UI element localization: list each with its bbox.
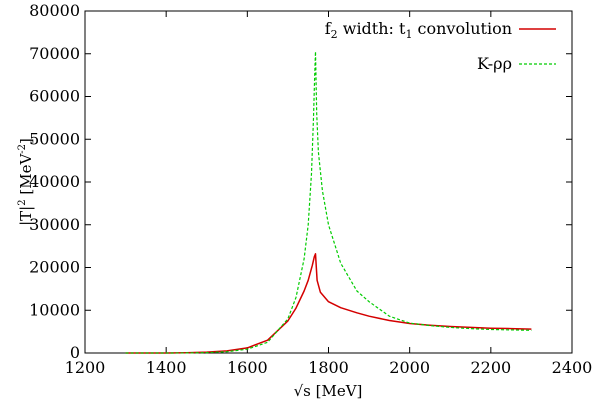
y-tick-label: 10000 xyxy=(29,300,80,319)
x-tick-label: 2200 xyxy=(470,358,511,377)
y-tick-label: 60000 xyxy=(29,87,80,106)
legend: f2 width: t1 convolution K-ρρ xyxy=(325,19,556,73)
x-tick-label: 2000 xyxy=(389,358,430,377)
x-tick-label: 1600 xyxy=(227,358,268,377)
y-tick-label: 50000 xyxy=(29,129,80,148)
y-tick-label: 30000 xyxy=(29,215,80,234)
x-tick-label: 1200 xyxy=(65,358,106,377)
x-tick-label: 1400 xyxy=(146,358,187,377)
series-line-f2-width xyxy=(125,253,532,354)
y-tick-label: 70000 xyxy=(29,44,80,63)
y-tick-label: 80000 xyxy=(29,1,80,20)
series-layer xyxy=(125,50,532,354)
x-tick-label: 2400 xyxy=(552,358,593,377)
series-line-k-rho-rho xyxy=(125,50,532,354)
y-tick-label: 40000 xyxy=(29,172,80,191)
y-tick-label: 0 xyxy=(70,343,80,362)
x-tick-label: 1800 xyxy=(308,358,349,377)
legend-label-f2-width: f2 width: t1 convolution xyxy=(325,19,512,41)
y-axis-title: |T|2 [MeV-2] xyxy=(17,138,35,226)
legend-entry-f2-width: f2 width: t1 convolution xyxy=(325,19,556,41)
y-tick-label: 20000 xyxy=(29,258,80,277)
legend-entry-k-rho-rho: K-ρρ xyxy=(477,54,556,73)
legend-label-k-rho-rho: K-ρρ xyxy=(477,54,512,73)
x-axis-title: √s [MeV] xyxy=(294,382,363,400)
axis-tick-labels: 1200 1400 1600 1800 2000 2200 2400 0 10000 20000 3… xyxy=(29,1,592,377)
axis-ticks xyxy=(84,10,573,354)
